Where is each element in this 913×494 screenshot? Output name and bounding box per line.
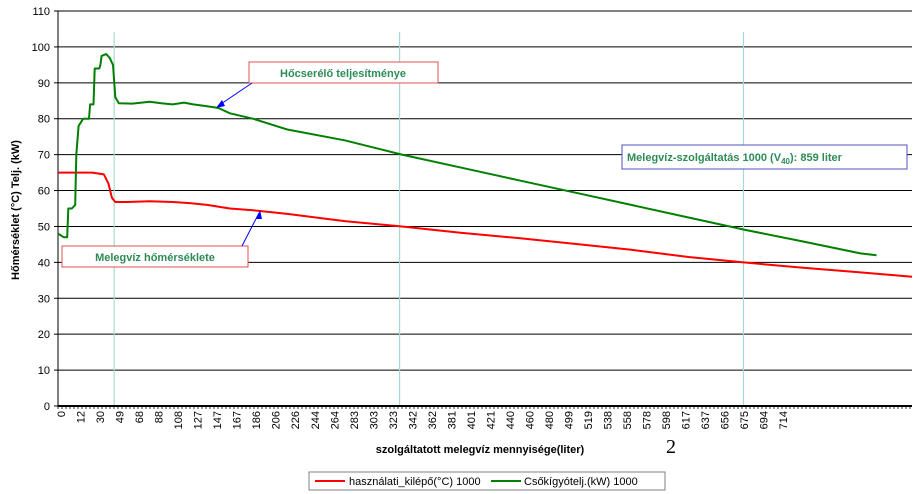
- x-tick-label: 538: [603, 411, 615, 429]
- y-tick-label: 0: [44, 401, 50, 413]
- x-tick-label: 264: [329, 411, 341, 429]
- x-tick-label: 694: [759, 411, 771, 429]
- x-tick-label: 88: [154, 411, 166, 423]
- x-tick-label: 323: [388, 411, 400, 429]
- y-tick-label: 20: [38, 329, 50, 341]
- y-tick-label: 110: [32, 6, 50, 18]
- x-axis-ticks: 0 12 30 49 68 88 108 127 147 167 186 206 226 244 264 28…: [56, 406, 911, 429]
- callout-heat-exchanger: Hőcserélő teljesítménye: [216, 61, 439, 108]
- y-tick-label: 70: [38, 150, 50, 162]
- x-tick-label: 675: [739, 411, 751, 429]
- x-tick-label: 519: [583, 411, 595, 429]
- callout-heat-exchanger-label: Hőcserélő teljesítménye: [280, 68, 406, 80]
- x-tick-label: 206: [271, 411, 283, 429]
- y-axis-title: Hőmérséklet (°C) Telj. (kW): [10, 140, 22, 280]
- grid-lines: [58, 10, 912, 371]
- x-tick-label: 12: [76, 411, 88, 423]
- x-tick-label: 401: [466, 411, 478, 429]
- y-tick-label: 10: [38, 365, 50, 377]
- x-tick-label: 49: [115, 411, 127, 423]
- x-tick-label: 342: [407, 411, 419, 429]
- x-tick-label: 147: [212, 411, 224, 429]
- x-tick-label: 617: [681, 411, 693, 429]
- x-tick-label: 167: [232, 411, 244, 429]
- callout-box: [621, 144, 908, 170]
- legend: használati_kilépő(°C) 1000 Csőkígyótelj.…: [308, 471, 666, 491]
- x-tick-label: 440: [505, 411, 517, 429]
- x-tick-label: 127: [193, 411, 205, 429]
- x-tick-label: 68: [134, 411, 146, 423]
- y-tick-label: 50: [38, 221, 50, 233]
- x-tick-label: 460: [524, 411, 536, 429]
- x-tick-label: 226: [290, 411, 302, 429]
- x-tick-label: 283: [349, 411, 361, 429]
- arrow-head-icon: [256, 210, 262, 219]
- x-tick-label: 303: [368, 411, 380, 429]
- x-tick-label: 186: [251, 411, 263, 429]
- x-tick-label: 108: [173, 411, 185, 429]
- callout-water-delivery-label: Melegvíz-szolgáltatás 1000 (V40): 859 li…: [627, 152, 843, 166]
- x-tick-label: 714: [778, 411, 790, 429]
- series-line-1: [58, 171, 913, 278]
- arrow-head-icon: [216, 100, 225, 108]
- vertical-markers: [113, 32, 745, 406]
- callout-water-temperature-label: Melegvíz hőmérséklete: [95, 252, 215, 264]
- x-tick-label: 362: [427, 411, 439, 429]
- x-tick-label: 0: [56, 411, 68, 417]
- x-tick-label: 598: [661, 411, 673, 429]
- callout-water-temperature: Melegvíz hőmérséklete: [61, 210, 262, 268]
- legend-label-series-2: Csőkígyótelj.(kW) 1000: [524, 476, 638, 488]
- x-tick-label: 558: [622, 411, 634, 429]
- callout-box: [61, 245, 249, 268]
- x-tick-label: 578: [642, 411, 654, 429]
- x-axis-title: szolgáltatott melegvíz mennyisége(liter): [376, 444, 585, 456]
- legend-box: [308, 471, 666, 491]
- y-axis-ticks: 0 10 20 30 40 50 60 70 80 90 100 110: [32, 6, 58, 413]
- y-tick-label: 90: [38, 78, 50, 90]
- callout-arrow-line: [217, 82, 253, 107]
- callout-water-delivery: Melegvíz-szolgáltatás 1000 (V40): 859 li…: [621, 144, 908, 170]
- y-tick-label: 40: [38, 257, 50, 269]
- x-tick-label: 30: [95, 411, 107, 423]
- legend-label-series-1: használati_kilépő(°C) 1000: [349, 476, 481, 488]
- x-tick-label: 637: [700, 411, 712, 429]
- x-tick-label: 381: [446, 411, 458, 429]
- callout-box: [248, 61, 439, 84]
- y-tick-label: 60: [38, 186, 50, 198]
- y-tick-label: 30: [38, 293, 50, 305]
- x-tick-label: 244: [310, 411, 322, 429]
- x-tick-label: 656: [720, 411, 732, 429]
- x-tick-label: 480: [544, 411, 556, 429]
- y-tick-label: 100: [32, 42, 50, 54]
- x-tick-label: 421: [485, 411, 497, 429]
- series-lines: [57, 53, 913, 278]
- x-tick-label: 499: [564, 411, 576, 429]
- callout-arrow-line: [241, 212, 260, 247]
- series-line-2: [57, 53, 877, 257]
- y-tick-label: 80: [38, 114, 50, 126]
- page-number: 2: [666, 436, 676, 458]
